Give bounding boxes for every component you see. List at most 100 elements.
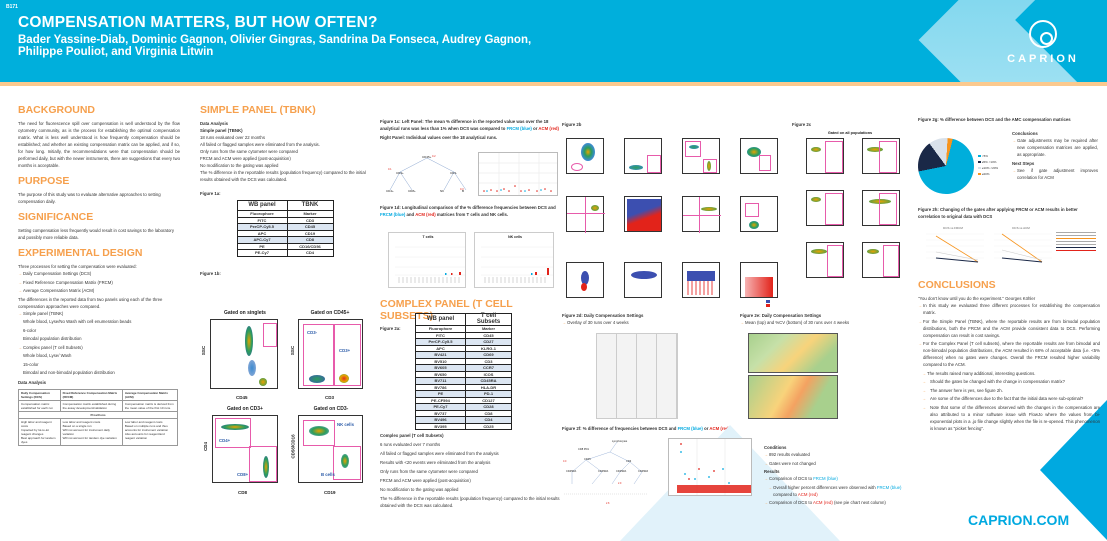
caption-text: or: [531, 126, 539, 131]
complex-panel-notes: Complex panel (T cell Subsets) 6 runs ev…: [380, 432, 560, 509]
purpose-text: The purpose of this study was to evaluat…: [18, 192, 161, 204]
significance-heading: SIGNIFICANCE: [18, 211, 94, 223]
conclusions-section: CONCLUSIONS "You don't know until you do…: [918, 275, 1100, 433]
table-header: WB panel: [236, 200, 288, 211]
panel-item: Simple panel (TBNK): [18, 310, 180, 317]
complex-item: No modification to the gating was applie…: [380, 487, 459, 492]
legend-label: <5%: [981, 154, 988, 158]
conclusions-box-label: Conclusions: [1012, 131, 1038, 136]
figure-1a-label: Figure 1a:: [200, 191, 221, 196]
caption-text: matrices from T cells and NK cells.: [435, 212, 509, 217]
pro-con-item: Best approach for tandem dyes: [21, 436, 56, 444]
x-axis-label: CD19: [324, 490, 336, 495]
svg-text:NK: NK: [440, 189, 444, 193]
panel-detail: 6-color: [23, 327, 37, 333]
result-text: (see pie chart next column): [832, 500, 886, 505]
marker: CD4: [286, 249, 334, 257]
column-simple-panel: SIMPLE PANEL (TBNK) Data Analysis Simple…: [200, 90, 370, 279]
figure-2g-label: Figure 2g: % difference between DCS and …: [918, 117, 1071, 122]
poster-authors: Bader Yassine-Diab, Dominic Gagnon, Oliv…: [18, 34, 532, 58]
conclusion-sub-item: The answer here is yes, see figure 2h.: [918, 387, 1100, 394]
table-cell: Compensation matrix established for each…: [18, 400, 61, 412]
figure-2c-label: Figure 2c: [792, 122, 812, 127]
plot-title: Gated on CD45+: [310, 310, 350, 316]
fluorophore: PE-Cy7: [236, 249, 288, 257]
complex-item: Results with <20 events were eliminated …: [380, 460, 491, 465]
condition-item: 892 results evaluated: [764, 451, 910, 458]
column-fig1c-complex: Figure 1c: Left Panel: The mean % differ…: [380, 118, 560, 141]
dot-plot-cd3pos: CD4+ CD8+: [212, 415, 278, 483]
panel-title: NK cells: [508, 235, 522, 239]
purpose-heading: PURPOSE: [18, 175, 70, 187]
caprion-logo: CAPRION: [1003, 20, 1083, 65]
complex-item: Only runs from the same cytometer were c…: [380, 469, 478, 474]
conclusion-sub-item: Note that some of the differences observ…: [918, 404, 1100, 432]
column-intro: BACKGROUND The need for fluorescence spi…: [18, 90, 180, 446]
process-list: Daily Compensation Settings (DCS) Fixed …: [18, 270, 180, 294]
complex-item: All failed or flagged samples were elimi…: [380, 451, 499, 456]
conclusion-item: Gate adjustments may be required after n…: [1012, 137, 1098, 158]
simple-panel-subtitle: Simple panel (TBNK): [200, 128, 243, 133]
conclusion-sub-item: The results raised many additional, inte…: [918, 370, 1100, 377]
caption-text: Figure 1d: Longitudinal comparison of th…: [380, 205, 556, 210]
pro-con-item: Low labor and reagent costs: [62, 420, 101, 424]
svg-text:CD45+: CD45+: [422, 155, 432, 159]
result-sub-item: Overall higher percent differences were …: [764, 484, 910, 498]
plot-title: Gated on CD3-: [313, 406, 349, 412]
conclusion-item: For the Complex Panel (T cell subsets), …: [918, 340, 1100, 368]
legend-item: <5%: [978, 153, 998, 159]
table-cell: Compensation matrix is derived from the …: [121, 400, 179, 412]
process-item: Fixed Reference Compensation Matrix (FRC…: [18, 279, 180, 286]
svg-text:CD45RA: CD45RA: [566, 469, 577, 473]
legend-item: ≥20%: [978, 171, 998, 177]
table-cell: Compensation matrix established during t…: [59, 400, 123, 412]
svg-text:2.9: 2.9: [618, 482, 622, 485]
x-axis-label: CD8: [238, 490, 248, 495]
y-axis-label: SSC: [290, 345, 296, 356]
figure-1b-label: Figure 1b:: [200, 270, 221, 276]
caprion-website-link[interactable]: CAPRION.COM: [968, 512, 1070, 528]
panel-title: T cells: [422, 235, 434, 239]
svg-text:0.3: 0.3: [460, 187, 464, 191]
frcm-label: FRCM (blue): [876, 484, 902, 490]
complex-item: 6 runs evaluated over 7 months: [380, 442, 441, 447]
figure-2b-label: Figure 2b: [562, 122, 582, 127]
figure-1c-scatter: [478, 152, 558, 196]
table-header: Average Compensation Matrix (ACM): [121, 389, 179, 401]
significance-text: Setting compensation less frequently wou…: [18, 228, 174, 240]
pro-con-item: Based on a single run: [62, 424, 92, 428]
figure-2e-cv-heatmap: [748, 375, 838, 419]
result-text: Overall higher percent differences were …: [773, 484, 877, 490]
figure-1d-caption-block: Figure 1d: Longitudinal comparison of th…: [380, 204, 560, 218]
figure-1c-caption: Figure 1c: Left Panel: The mean % differ…: [380, 118, 560, 132]
result-item: Comparison of DCS to ACM (red) (see pie …: [764, 499, 910, 506]
pro-con-item: Impacted by lot-to-lot reagent changes: [21, 428, 50, 436]
tcell-marker-table: WB panel T cell Subsets Fluorophore Marker…: [415, 313, 512, 430]
pro-con-item: Will not account for instrument daily va…: [62, 428, 110, 436]
table-cell: Low labor and reagent costs Based on a s…: [59, 418, 123, 446]
panel-detail: Whole blood, Lyse/No Wash with cell enum…: [23, 319, 132, 324]
fluorophore: BV395: [415, 422, 466, 430]
simple-item: FRCM and ACM were applied (post-acquisit…: [200, 156, 291, 161]
table-header: WB panel: [415, 313, 466, 326]
marker: CD25: [465, 422, 512, 430]
simple-item: The % difference in the reportable resul…: [200, 170, 366, 182]
table-header: T cell Subsets: [465, 313, 512, 326]
conclusion-item: In this study we evaluated three differe…: [918, 302, 1100, 316]
table-subheader: Pros/Cons: [18, 411, 178, 419]
design-compare: The differences in the reported data fro…: [18, 296, 163, 309]
pie-legend: <5% ≥5% <10% ≥10% <20% ≥20%: [978, 153, 998, 177]
frcm-label: FRCM (blue): [506, 126, 532, 131]
figure-1d-caption: Figure 1d: Longitudinal comparison of th…: [380, 204, 560, 218]
pro-con-item: Also accounts for reagent/and reagent va…: [124, 432, 165, 440]
figure-2d-section: Figure 2d: Daily Compensation Settings O…: [562, 312, 732, 328]
panel-detail: Bimodal population distribution: [23, 336, 82, 341]
process-item: Average Compensation Matrix (ACM): [18, 287, 180, 294]
svg-text:CD4+: CD4+: [386, 189, 394, 193]
legend-label: ≥5% <10%: [981, 160, 997, 164]
figure-2c-title: Gated on all populations: [827, 131, 873, 135]
figure-2h-chart-acm: DCS vs ACM: [990, 226, 1052, 266]
pro-con-item: Will not account for tandem dye variatio…: [62, 436, 117, 440]
conditions-label: Conditions: [764, 445, 787, 450]
table-header: Fixed Reference Compensation Matrix (FRC…: [59, 389, 123, 401]
